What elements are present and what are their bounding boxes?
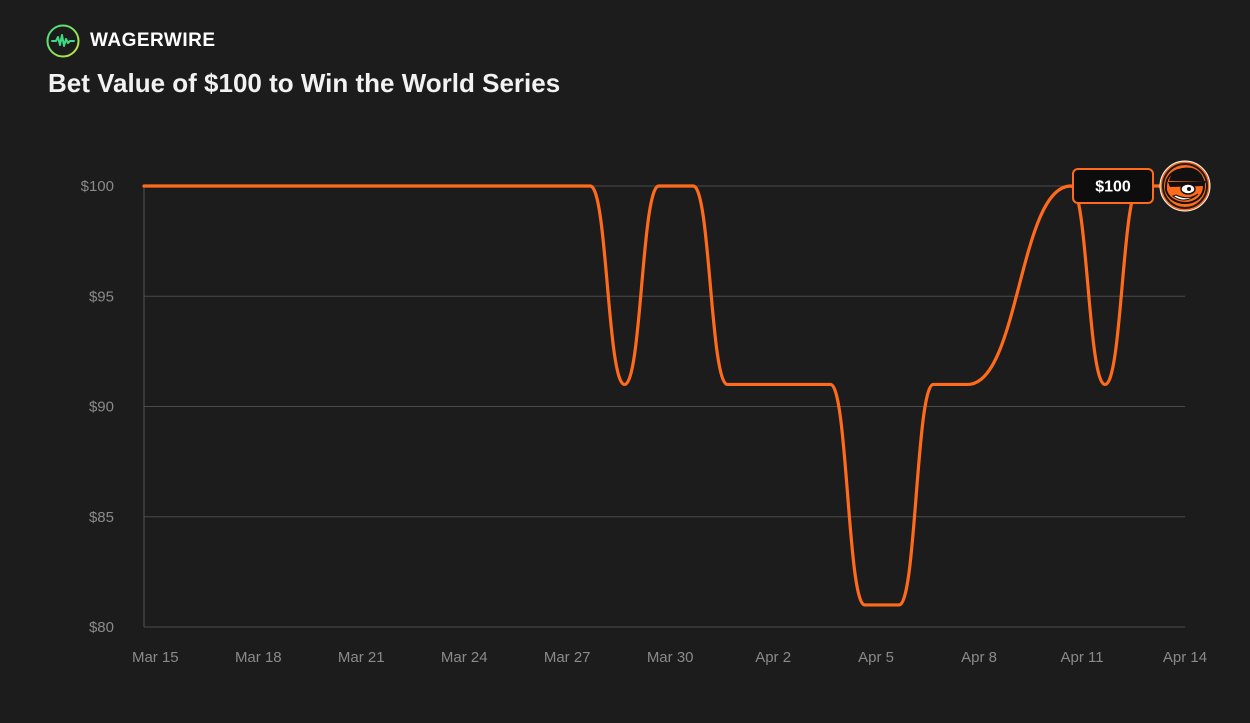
brand: WAGERWIRE: [46, 24, 216, 58]
value-badge-box: [1072, 168, 1154, 204]
x-tick-label: Mar 18: [235, 649, 282, 666]
brand-name: WAGERWIRE: [90, 30, 216, 51]
x-tick-label: Apr 5: [858, 649, 894, 666]
x-tick-label: Apr 14: [1163, 649, 1207, 666]
x-tick-label: Apr 11: [1060, 649, 1103, 666]
series-layer: [142, 184, 1176, 607]
y-tick-label: $100: [81, 178, 114, 195]
pulse-icon: [46, 24, 80, 58]
x-tick-label: Mar 27: [544, 649, 591, 666]
y-tick-label: $80: [89, 619, 114, 636]
y-tick-label: $90: [89, 399, 114, 416]
chart-title: Bet Value of $100 to Win the World Serie…: [48, 68, 561, 98]
x-tick-label: Mar 24: [441, 649, 488, 666]
x-tick-label: Apr 8: [961, 649, 997, 666]
x-tick-label: Mar 30: [647, 649, 694, 666]
orioles-bird-logo-icon: [1159, 160, 1211, 212]
x-tick-label: Mar 21: [338, 649, 385, 666]
axis-layer: $100 $95 $90 $85 $80 Mar 15 Mar 18 Mar 21 Mar 24…: [81, 178, 1207, 666]
y-tick-label: $85: [89, 509, 114, 526]
value-badge: $100: [1072, 168, 1154, 204]
value-badge-label: $100: [1095, 179, 1131, 196]
series-line: [142, 184, 1176, 607]
y-tick-label: $95: [89, 288, 114, 305]
x-tick-label: Mar 15: [132, 649, 179, 666]
grid-layer: [144, 185, 1185, 628]
x-tick-label: Apr 2: [755, 649, 791, 666]
